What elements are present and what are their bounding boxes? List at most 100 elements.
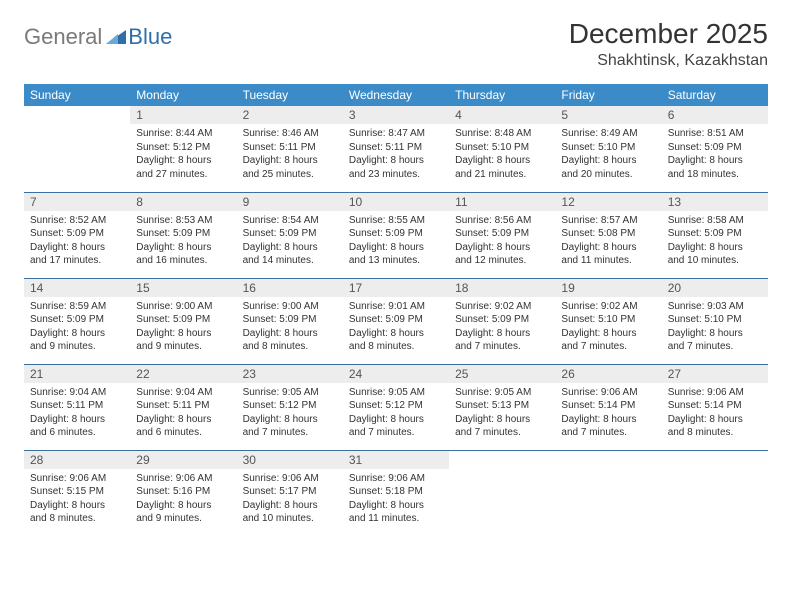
day-number: 29 — [130, 451, 236, 469]
day-number: 31 — [343, 451, 449, 469]
calendar-cell: 10Sunrise: 8:55 AMSunset: 5:09 PMDayligh… — [343, 192, 449, 278]
calendar-cell: 15Sunrise: 9:00 AMSunset: 5:09 PMDayligh… — [130, 278, 236, 364]
day-number: 30 — [237, 451, 343, 469]
calendar-cell: 14Sunrise: 8:59 AMSunset: 5:09 PMDayligh… — [24, 278, 130, 364]
calendar-cell-empty: . — [555, 450, 661, 536]
calendar-cell: 3Sunrise: 8:47 AMSunset: 5:11 PMDaylight… — [343, 106, 449, 192]
day-number: 9 — [237, 193, 343, 211]
calendar-cell: 17Sunrise: 9:01 AMSunset: 5:09 PMDayligh… — [343, 278, 449, 364]
calendar-cell: 25Sunrise: 9:05 AMSunset: 5:13 PMDayligh… — [449, 364, 555, 450]
title-block: December 2025 Shakhtinsk, Kazakhstan — [569, 18, 768, 70]
calendar-cell: 22Sunrise: 9:04 AMSunset: 5:11 PMDayligh… — [130, 364, 236, 450]
calendar-cell: 9Sunrise: 8:54 AMSunset: 5:09 PMDaylight… — [237, 192, 343, 278]
day-number: 15 — [130, 279, 236, 297]
day-details: Sunrise: 9:06 AMSunset: 5:18 PMDaylight:… — [343, 469, 449, 530]
calendar-body: .1Sunrise: 8:44 AMSunset: 5:12 PMDayligh… — [24, 106, 768, 536]
day-details: Sunrise: 8:51 AMSunset: 5:09 PMDaylight:… — [662, 124, 768, 185]
day-number: 6 — [662, 106, 768, 124]
day-details: Sunrise: 9:05 AMSunset: 5:12 PMDaylight:… — [343, 383, 449, 444]
day-number: 3 — [343, 106, 449, 124]
weekday-header: Tuesday — [237, 84, 343, 106]
day-details: Sunrise: 9:04 AMSunset: 5:11 PMDaylight:… — [130, 383, 236, 444]
calendar-cell: 31Sunrise: 9:06 AMSunset: 5:18 PMDayligh… — [343, 450, 449, 536]
day-number: 11 — [449, 193, 555, 211]
calendar-cell: 8Sunrise: 8:53 AMSunset: 5:09 PMDaylight… — [130, 192, 236, 278]
day-details: Sunrise: 9:01 AMSunset: 5:09 PMDaylight:… — [343, 297, 449, 358]
logo: General Blue — [24, 18, 172, 50]
day-details: Sunrise: 9:06 AMSunset: 5:14 PMDaylight:… — [555, 383, 661, 444]
weekday-header: Friday — [555, 84, 661, 106]
weekday-header: Saturday — [662, 84, 768, 106]
day-details: Sunrise: 8:49 AMSunset: 5:10 PMDaylight:… — [555, 124, 661, 185]
logo-text-blue: Blue — [128, 24, 172, 50]
logo-text-general: General — [24, 24, 102, 50]
day-number: 21 — [24, 365, 130, 383]
calendar-row: 7Sunrise: 8:52 AMSunset: 5:09 PMDaylight… — [24, 192, 768, 278]
day-details: Sunrise: 9:00 AMSunset: 5:09 PMDaylight:… — [130, 297, 236, 358]
day-number: 7 — [24, 193, 130, 211]
day-number: 22 — [130, 365, 236, 383]
day-number: 20 — [662, 279, 768, 297]
day-details: Sunrise: 9:06 AMSunset: 5:17 PMDaylight:… — [237, 469, 343, 530]
day-number: 18 — [449, 279, 555, 297]
calendar-cell-empty: . — [24, 106, 130, 192]
calendar-cell: 7Sunrise: 8:52 AMSunset: 5:09 PMDaylight… — [24, 192, 130, 278]
calendar-cell: 23Sunrise: 9:05 AMSunset: 5:12 PMDayligh… — [237, 364, 343, 450]
day-number: 1 — [130, 106, 236, 124]
day-details: Sunrise: 9:05 AMSunset: 5:12 PMDaylight:… — [237, 383, 343, 444]
day-details: Sunrise: 9:02 AMSunset: 5:09 PMDaylight:… — [449, 297, 555, 358]
weekday-header: Thursday — [449, 84, 555, 106]
day-details: Sunrise: 9:00 AMSunset: 5:09 PMDaylight:… — [237, 297, 343, 358]
calendar-cell: 6Sunrise: 8:51 AMSunset: 5:09 PMDaylight… — [662, 106, 768, 192]
day-number: 10 — [343, 193, 449, 211]
day-details: Sunrise: 8:46 AMSunset: 5:11 PMDaylight:… — [237, 124, 343, 185]
weekday-header: Sunday — [24, 84, 130, 106]
calendar-row: .1Sunrise: 8:44 AMSunset: 5:12 PMDayligh… — [24, 106, 768, 192]
calendar-cell: 4Sunrise: 8:48 AMSunset: 5:10 PMDaylight… — [449, 106, 555, 192]
header: General Blue December 2025 Shakhtinsk, K… — [24, 18, 768, 70]
calendar-cell: 11Sunrise: 8:56 AMSunset: 5:09 PMDayligh… — [449, 192, 555, 278]
location-label: Shakhtinsk, Kazakhstan — [569, 52, 768, 70]
day-details: Sunrise: 9:06 AMSunset: 5:14 PMDaylight:… — [662, 383, 768, 444]
calendar-cell: 26Sunrise: 9:06 AMSunset: 5:14 PMDayligh… — [555, 364, 661, 450]
calendar-cell: 5Sunrise: 8:49 AMSunset: 5:10 PMDaylight… — [555, 106, 661, 192]
day-details: Sunrise: 8:56 AMSunset: 5:09 PMDaylight:… — [449, 211, 555, 272]
calendar-table: SundayMondayTuesdayWednesdayThursdayFrid… — [24, 84, 768, 536]
calendar-row: 14Sunrise: 8:59 AMSunset: 5:09 PMDayligh… — [24, 278, 768, 364]
day-number: 12 — [555, 193, 661, 211]
day-number: 2 — [237, 106, 343, 124]
day-number: 25 — [449, 365, 555, 383]
day-number: 13 — [662, 193, 768, 211]
day-number: 23 — [237, 365, 343, 383]
calendar-row: 28Sunrise: 9:06 AMSunset: 5:15 PMDayligh… — [24, 450, 768, 536]
day-number: 24 — [343, 365, 449, 383]
calendar-cell: 18Sunrise: 9:02 AMSunset: 5:09 PMDayligh… — [449, 278, 555, 364]
day-number: 26 — [555, 365, 661, 383]
calendar-cell: 1Sunrise: 8:44 AMSunset: 5:12 PMDaylight… — [130, 106, 236, 192]
weekday-header: Monday — [130, 84, 236, 106]
day-number: 28 — [24, 451, 130, 469]
calendar-cell: 13Sunrise: 8:58 AMSunset: 5:09 PMDayligh… — [662, 192, 768, 278]
calendar-cell-empty: . — [449, 450, 555, 536]
day-number: 8 — [130, 193, 236, 211]
day-number: 17 — [343, 279, 449, 297]
day-details: Sunrise: 8:58 AMSunset: 5:09 PMDaylight:… — [662, 211, 768, 272]
day-details: Sunrise: 8:52 AMSunset: 5:09 PMDaylight:… — [24, 211, 130, 272]
day-details: Sunrise: 8:47 AMSunset: 5:11 PMDaylight:… — [343, 124, 449, 185]
weekday-header: Wednesday — [343, 84, 449, 106]
day-details: Sunrise: 8:44 AMSunset: 5:12 PMDaylight:… — [130, 124, 236, 185]
day-details: Sunrise: 8:54 AMSunset: 5:09 PMDaylight:… — [237, 211, 343, 272]
calendar-cell: 12Sunrise: 8:57 AMSunset: 5:08 PMDayligh… — [555, 192, 661, 278]
calendar-cell: 28Sunrise: 9:06 AMSunset: 5:15 PMDayligh… — [24, 450, 130, 536]
calendar-cell: 24Sunrise: 9:05 AMSunset: 5:12 PMDayligh… — [343, 364, 449, 450]
day-details: Sunrise: 8:53 AMSunset: 5:09 PMDaylight:… — [130, 211, 236, 272]
day-details: Sunrise: 9:06 AMSunset: 5:16 PMDaylight:… — [130, 469, 236, 530]
day-number: 5 — [555, 106, 661, 124]
calendar-header-row: SundayMondayTuesdayWednesdayThursdayFrid… — [24, 84, 768, 106]
day-details: Sunrise: 9:06 AMSunset: 5:15 PMDaylight:… — [24, 469, 130, 530]
calendar-cell: 16Sunrise: 9:00 AMSunset: 5:09 PMDayligh… — [237, 278, 343, 364]
day-details: Sunrise: 9:05 AMSunset: 5:13 PMDaylight:… — [449, 383, 555, 444]
calendar-cell: 19Sunrise: 9:02 AMSunset: 5:10 PMDayligh… — [555, 278, 661, 364]
day-details: Sunrise: 9:04 AMSunset: 5:11 PMDaylight:… — [24, 383, 130, 444]
day-number: 16 — [237, 279, 343, 297]
